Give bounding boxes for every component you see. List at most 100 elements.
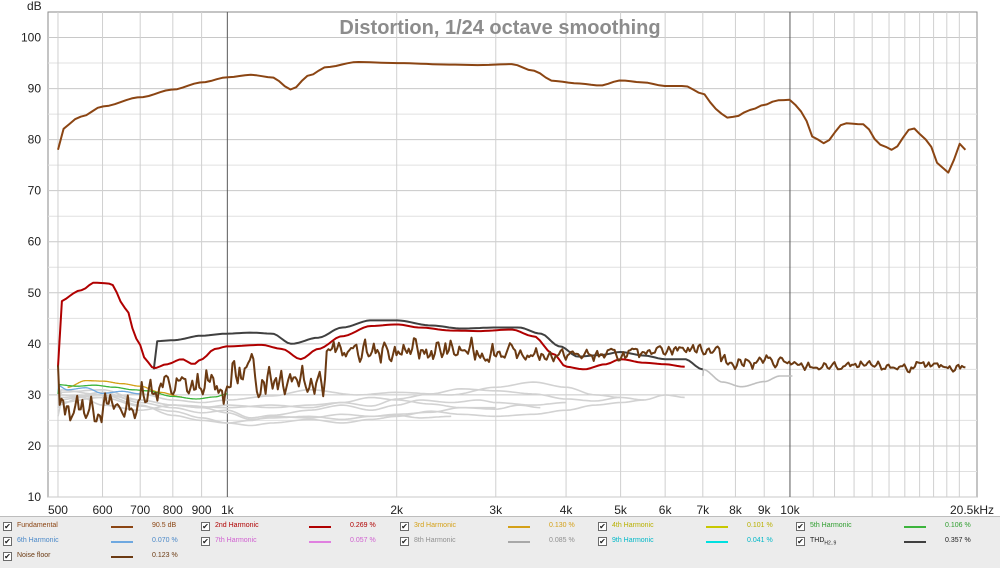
legend-series-name-subscript: H2..9 <box>824 540 837 547</box>
legend-item[interactable]: ✔ 2nd Harmonic 0.269 % <box>198 519 396 533</box>
legend-line-swatch <box>309 541 331 543</box>
y-tick-label: 40 <box>28 337 42 351</box>
x-tick-label: 10k <box>780 503 800 516</box>
legend-series-value: 0.041 % <box>747 537 773 544</box>
legend-checkbox[interactable]: ✔ <box>400 522 409 531</box>
legend-item[interactable]: ✔ 5th Harmonic 0.106 % <box>793 519 991 533</box>
distortion-chart: 10 20 30 40 50 60 70 80 90 100 500 600 700 800 900 1k 2k… <box>21 0 994 516</box>
legend-checkbox[interactable]: ✔ <box>3 522 12 531</box>
legend-item[interactable]: ✔ 3rd Harmonic 0.130 % <box>397 519 595 533</box>
legend-item[interactable]: ✔ Noise floor 0.123 % <box>0 549 198 563</box>
legend-series-name-text: 2nd Harmonic <box>215 522 259 529</box>
legend-series-name: 4th Harmonic <box>612 522 654 529</box>
legend-checkbox[interactable]: ✔ <box>3 537 12 546</box>
legend-item[interactable]: ✔ 4th Harmonic 0.101 % <box>595 519 793 533</box>
legend-series-name: 9th Harmonic <box>612 537 654 544</box>
x-tick-label: 1k <box>221 503 235 516</box>
legend-checkbox[interactable]: ✔ <box>796 522 805 531</box>
legend-series-name: Noise floor <box>17 552 50 559</box>
legend-checkbox[interactable]: ✔ <box>598 537 607 546</box>
harmonic-curve-gray <box>57 396 452 421</box>
legend-series-name-text: 8th Harmonic <box>414 537 456 544</box>
x-tick-label: 20.5kHz <box>950 503 994 516</box>
legend-series-name: 2nd Harmonic <box>215 522 259 529</box>
legend-series-value: 0.357 % <box>945 537 971 544</box>
legend-line-swatch <box>706 541 728 543</box>
legend-series-name: 7th Harmonic <box>215 537 257 544</box>
legend-series-name: THDH2..9 <box>810 537 836 546</box>
legend-series-name-text: THD <box>810 537 825 544</box>
legend-series-value: 0.070 % <box>152 537 178 544</box>
legend-series-name: Fundamental <box>17 522 58 529</box>
x-tick-label: 6k <box>659 503 673 516</box>
legend-series-name: 3rd Harmonic <box>414 522 456 529</box>
legend-panel: ✔ Fundamental 90.5 dB ✔ 2nd Harmonic 0.269 % ✔… <box>0 516 1000 568</box>
y-tick-label: 90 <box>28 82 42 96</box>
legend-checkbox[interactable]: ✔ <box>598 522 607 531</box>
y-tick-label: 10 <box>28 490 42 504</box>
x-tick-label: 5k <box>614 503 628 516</box>
legend-line-swatch <box>904 526 926 528</box>
plot-grid <box>47 11 978 498</box>
legend-series-value: 0.085 % <box>549 537 575 544</box>
legend-item[interactable]: ✔ 9th Harmonic 0.041 % <box>595 534 793 548</box>
y-tick-label: 30 <box>28 388 42 402</box>
legend-line-swatch <box>111 526 133 528</box>
y-axis-unit-label: dB <box>27 0 42 13</box>
legend-checkbox[interactable]: ✔ <box>796 537 805 546</box>
axis-ticks: 10 20 30 40 50 60 70 80 90 100 500 600 700 800 900 1k 2k… <box>21 31 994 516</box>
series-sixth <box>57 385 141 395</box>
legend-checkbox[interactable]: ✔ <box>201 537 210 546</box>
y-tick-label: 80 <box>28 133 42 147</box>
legend-series-name: 5th Harmonic <box>810 522 852 529</box>
harmonic-curve-gray <box>57 381 621 404</box>
x-tick-label: 800 <box>163 503 183 516</box>
legend-item[interactable]: ✔ THDH2..9 0.357 % <box>793 534 991 548</box>
legend-checkbox[interactable]: ✔ <box>3 552 12 561</box>
legend-series-value: 0.101 % <box>747 522 773 529</box>
legend-series-name-text: Fundamental <box>17 522 58 529</box>
legend-item[interactable]: ✔ 6th Harmonic 0.070 % <box>0 534 198 548</box>
legend-checkbox[interactable]: ✔ <box>400 537 409 546</box>
legend-line-swatch <box>904 541 926 543</box>
legend-series-value: 0.106 % <box>945 522 971 529</box>
legend-item[interactable]: ✔ Fundamental 90.5 dB <box>0 519 198 533</box>
y-tick-label: 50 <box>28 286 42 300</box>
legend-line-swatch <box>508 541 530 543</box>
x-tick-label: 900 <box>192 503 212 516</box>
legend-series-name-text: 3rd Harmonic <box>414 522 457 529</box>
legend-series-value: 0.130 % <box>549 522 575 529</box>
x-tick-label: 700 <box>130 503 150 516</box>
legend-series-value: 90.5 dB <box>152 522 177 529</box>
legend-item[interactable]: ✔ 7th Harmonic 0.057 % <box>198 534 396 548</box>
series-third <box>67 379 182 398</box>
legend-series-name: 6th Harmonic <box>17 537 59 544</box>
legend-series-name-text: Noise floor <box>17 552 51 559</box>
x-tick-label: 9k <box>758 503 772 516</box>
plot-area <box>47 11 978 498</box>
legend-line-swatch <box>706 526 728 528</box>
series-thd_grey <box>702 368 793 388</box>
legend-item[interactable]: ✔ 8th Harmonic 0.085 % <box>397 534 595 548</box>
y-tick-label: 20 <box>28 439 42 453</box>
x-tick-label: 2k <box>390 503 404 516</box>
legend-series-name-text: 4th Harmonic <box>612 522 654 529</box>
x-tick-label: 500 <box>48 503 68 516</box>
legend-checkbox[interactable]: ✔ <box>201 522 210 531</box>
legend-series-name-text: 9th Harmonic <box>612 537 654 544</box>
legend-series-value: 0.123 % <box>152 552 178 559</box>
x-tick-label: 3k <box>489 503 503 516</box>
series-thd <box>152 319 704 371</box>
chart-title: Distortion, 1/24 octave smoothing <box>339 17 660 39</box>
legend-series-name-text: 7th Harmonic <box>215 537 257 544</box>
legend-series-name: 8th Harmonic <box>414 537 456 544</box>
legend-line-swatch <box>508 526 530 528</box>
legend-line-swatch <box>111 556 133 558</box>
harmonic-curve-gray <box>57 394 644 427</box>
legend-series-name-text: 6th Harmonic <box>17 537 59 544</box>
legend-series-name-text: 5th Harmonic <box>810 522 852 529</box>
x-tick-label: 4k <box>560 503 574 516</box>
legend-line-swatch <box>111 541 133 543</box>
legend-line-swatch <box>309 526 331 528</box>
series-second <box>57 281 685 371</box>
